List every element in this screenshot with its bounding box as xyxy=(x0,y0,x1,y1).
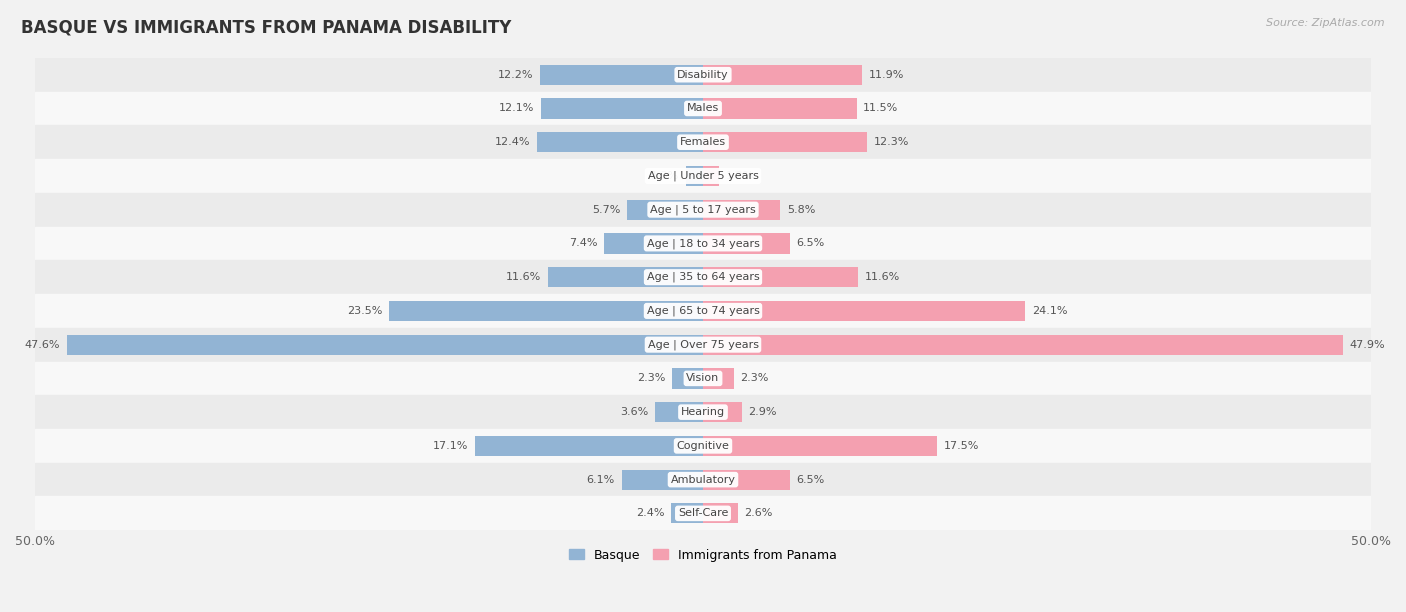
Bar xyxy=(35,362,1371,395)
Bar xyxy=(703,65,862,85)
Bar xyxy=(703,368,734,389)
Text: BASQUE VS IMMIGRANTS FROM PANAMA DISABILITY: BASQUE VS IMMIGRANTS FROM PANAMA DISABIL… xyxy=(21,18,512,36)
Bar xyxy=(703,469,790,490)
Text: 11.5%: 11.5% xyxy=(863,103,898,113)
Bar xyxy=(703,300,1025,321)
Text: 1.3%: 1.3% xyxy=(651,171,679,181)
Bar xyxy=(541,99,703,119)
Text: Source: ZipAtlas.com: Source: ZipAtlas.com xyxy=(1267,18,1385,28)
Text: Self-Care: Self-Care xyxy=(678,509,728,518)
Text: 11.6%: 11.6% xyxy=(506,272,541,282)
Bar xyxy=(67,335,703,355)
Bar xyxy=(35,328,1371,362)
Text: 12.4%: 12.4% xyxy=(495,137,530,147)
Text: 2.9%: 2.9% xyxy=(748,407,778,417)
Text: 12.2%: 12.2% xyxy=(498,70,533,80)
Legend: Basque, Immigrants from Panama: Basque, Immigrants from Panama xyxy=(564,543,842,567)
Bar xyxy=(703,335,1343,355)
Text: 23.5%: 23.5% xyxy=(347,306,382,316)
Text: 6.5%: 6.5% xyxy=(797,475,825,485)
Bar xyxy=(540,65,703,85)
Bar xyxy=(627,200,703,220)
Text: Age | 18 to 34 years: Age | 18 to 34 years xyxy=(647,238,759,248)
Text: 47.6%: 47.6% xyxy=(25,340,60,349)
Bar xyxy=(703,436,936,456)
Text: 5.7%: 5.7% xyxy=(592,204,620,215)
Text: 2.3%: 2.3% xyxy=(741,373,769,383)
Text: 11.9%: 11.9% xyxy=(869,70,904,80)
Text: 11.6%: 11.6% xyxy=(865,272,900,282)
Text: Hearing: Hearing xyxy=(681,407,725,417)
Text: 5.8%: 5.8% xyxy=(787,204,815,215)
Bar xyxy=(703,267,858,287)
Bar xyxy=(703,132,868,152)
Bar xyxy=(671,503,703,523)
Text: 2.3%: 2.3% xyxy=(637,373,665,383)
Text: 1.2%: 1.2% xyxy=(725,171,754,181)
Text: 2.6%: 2.6% xyxy=(744,509,773,518)
Bar xyxy=(703,200,780,220)
Text: Vision: Vision xyxy=(686,373,720,383)
Bar xyxy=(548,267,703,287)
Text: Males: Males xyxy=(688,103,718,113)
Text: 12.1%: 12.1% xyxy=(499,103,534,113)
Text: 17.5%: 17.5% xyxy=(943,441,979,451)
Bar xyxy=(35,294,1371,328)
Text: 6.5%: 6.5% xyxy=(797,239,825,248)
Bar xyxy=(35,429,1371,463)
Text: 12.3%: 12.3% xyxy=(875,137,910,147)
Bar xyxy=(605,233,703,253)
Bar xyxy=(35,159,1371,193)
Bar xyxy=(35,92,1371,125)
Text: 47.9%: 47.9% xyxy=(1350,340,1385,349)
Bar xyxy=(703,503,738,523)
Text: 17.1%: 17.1% xyxy=(433,441,468,451)
Bar xyxy=(703,99,856,119)
Bar xyxy=(703,402,742,422)
Text: Age | 5 to 17 years: Age | 5 to 17 years xyxy=(650,204,756,215)
Text: Age | 65 to 74 years: Age | 65 to 74 years xyxy=(647,305,759,316)
Text: 6.1%: 6.1% xyxy=(586,475,614,485)
Bar xyxy=(35,226,1371,260)
Text: 3.6%: 3.6% xyxy=(620,407,648,417)
Bar xyxy=(537,132,703,152)
Bar xyxy=(35,496,1371,530)
Bar xyxy=(35,260,1371,294)
Bar xyxy=(35,463,1371,496)
Text: 24.1%: 24.1% xyxy=(1032,306,1067,316)
Bar xyxy=(35,125,1371,159)
Text: Cognitive: Cognitive xyxy=(676,441,730,451)
Text: Age | Over 75 years: Age | Over 75 years xyxy=(648,340,758,350)
Text: Ambulatory: Ambulatory xyxy=(671,475,735,485)
Bar xyxy=(621,469,703,490)
Text: Females: Females xyxy=(681,137,725,147)
Text: Disability: Disability xyxy=(678,70,728,80)
Bar xyxy=(703,166,718,186)
Bar xyxy=(672,368,703,389)
Text: 7.4%: 7.4% xyxy=(569,239,598,248)
Bar xyxy=(389,300,703,321)
Bar xyxy=(35,395,1371,429)
Bar xyxy=(35,193,1371,226)
Bar xyxy=(475,436,703,456)
Bar xyxy=(35,58,1371,92)
Bar xyxy=(686,166,703,186)
Bar xyxy=(703,233,790,253)
Text: Age | Under 5 years: Age | Under 5 years xyxy=(648,171,758,181)
Bar xyxy=(655,402,703,422)
Text: Age | 35 to 64 years: Age | 35 to 64 years xyxy=(647,272,759,282)
Text: 2.4%: 2.4% xyxy=(636,509,664,518)
